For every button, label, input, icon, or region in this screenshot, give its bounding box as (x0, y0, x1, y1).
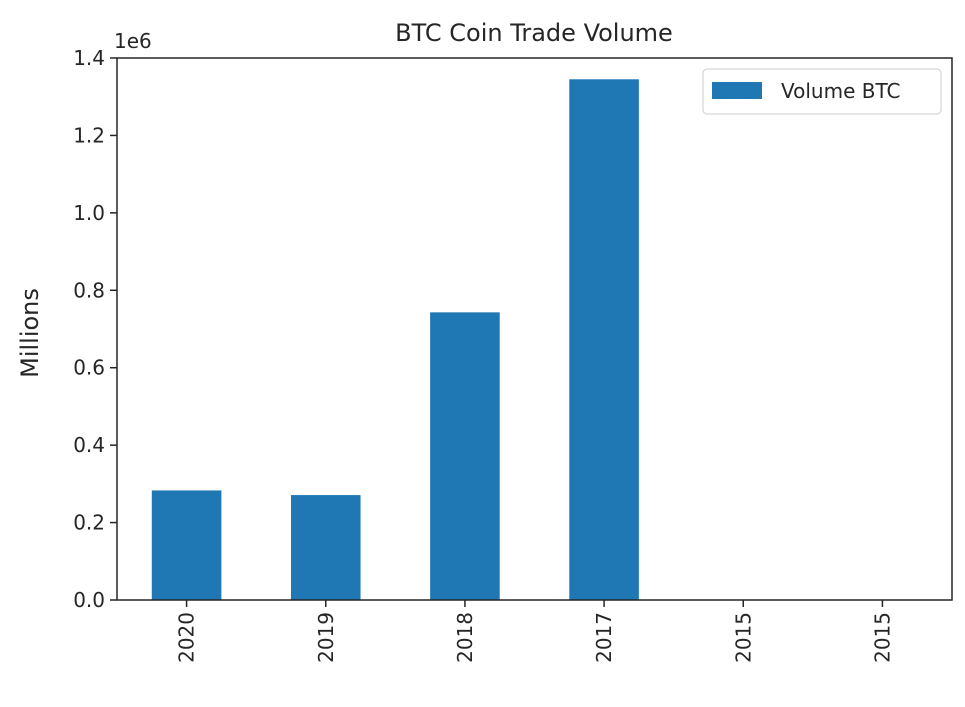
bar-2020-0 (151, 490, 222, 600)
legend-label: Volume BTC (781, 79, 900, 103)
legend-swatch (712, 82, 762, 99)
y-tick-label: 1.4 (73, 46, 105, 70)
chart-title: BTC Coin Trade Volume (395, 19, 673, 47)
y-tick-label: 0.0 (73, 588, 105, 612)
y-tick-label: 1.2 (73, 123, 105, 147)
legend: Volume BTC (702, 68, 942, 115)
y-axis-label: Millions (16, 288, 44, 378)
x-tick-label: 2017 (592, 612, 616, 663)
x-tick-label: 2018 (453, 612, 477, 663)
bar-2017-3 (569, 79, 639, 601)
y-tick-label: 0.4 (73, 433, 105, 457)
plot-frame (116, 57, 953, 601)
x-tick-label: 2020 (175, 612, 199, 663)
y-tick-label: 0.8 (73, 278, 105, 302)
y-axis-offset-label: 1e6 (114, 29, 152, 53)
y-tick-label: 1.0 (73, 201, 105, 225)
y-tick-label: 0.6 (73, 356, 105, 380)
bars-layer (151, 79, 639, 601)
bar-2018-2 (430, 312, 500, 600)
legend-box (702, 68, 942, 115)
x-tick-label: 2019 (314, 612, 338, 663)
x-axis: 2020 2019 2018 2017 2015 2015 (175, 600, 894, 663)
y-axis: 0.0 0.2 0.4 0.6 0.8 1.0 1.2 1.4 (73, 46, 117, 612)
x-tick-label: 2015 (870, 612, 894, 663)
bar-2019-1 (290, 495, 361, 600)
x-tick-label: 2015 (731, 612, 755, 663)
y-tick-label: 0.2 (73, 511, 105, 535)
